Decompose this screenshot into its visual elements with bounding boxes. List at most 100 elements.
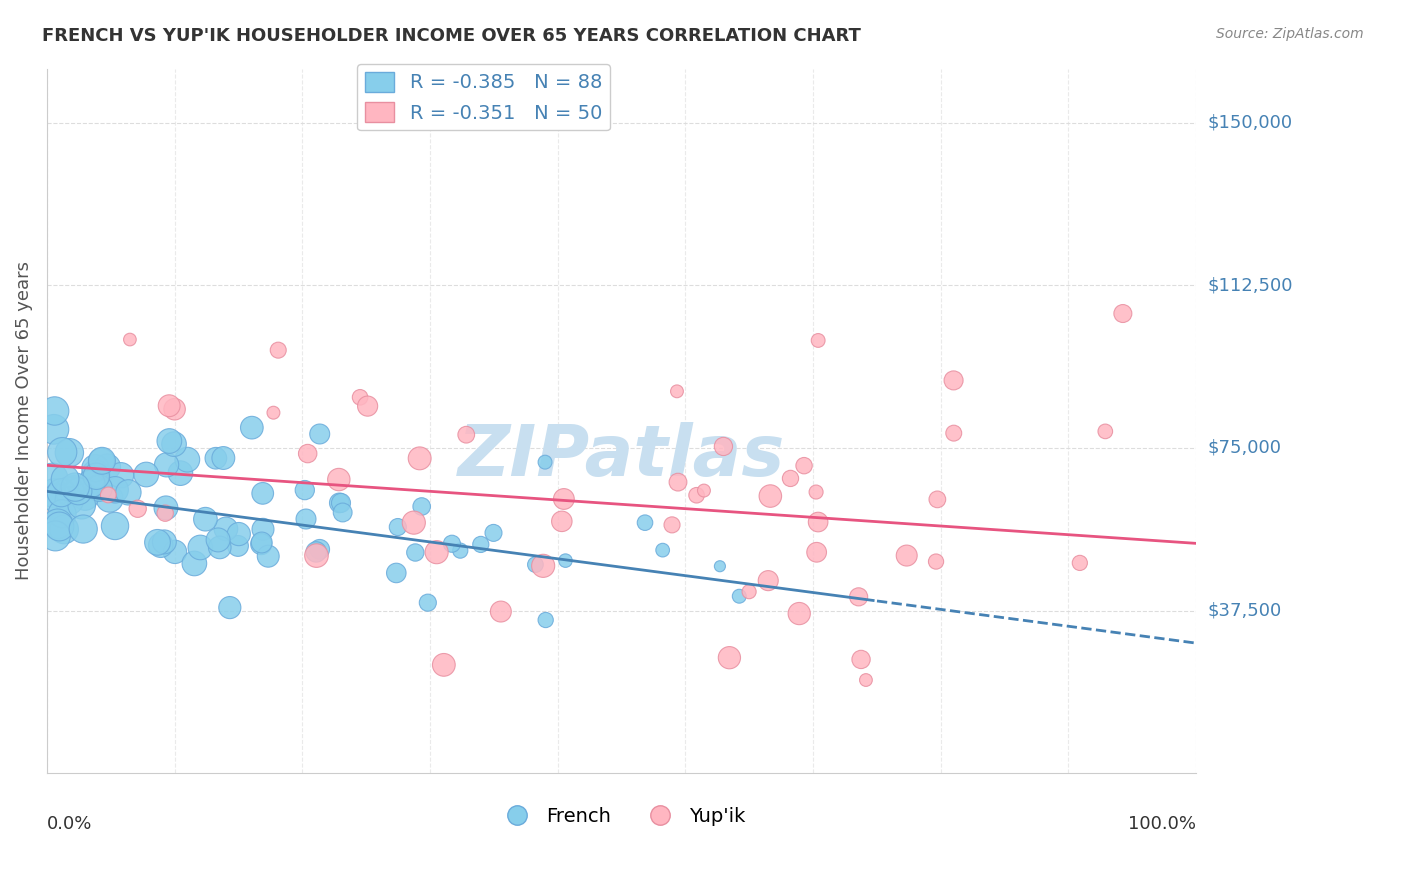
Point <box>183 557 205 571</box>
Point <box>267 343 290 358</box>
Point <box>262 406 284 420</box>
Point <box>155 500 177 515</box>
Point <box>240 420 263 434</box>
Point <box>402 516 425 530</box>
Point <box>84 467 107 481</box>
Point <box>97 488 120 502</box>
Point <box>416 596 439 610</box>
Point <box>46 516 69 531</box>
Point <box>554 554 576 568</box>
Point <box>163 402 186 417</box>
Point <box>53 522 76 536</box>
Point <box>308 542 330 557</box>
Point <box>176 452 198 467</box>
Point <box>157 434 180 448</box>
Point <box>855 673 877 687</box>
Text: $75,000: $75,000 <box>1208 439 1281 457</box>
Point <box>531 558 554 573</box>
Point <box>188 541 211 555</box>
Text: FRENCH VS YUP'IK HOUSEHOLDER INCOME OVER 65 YEARS CORRELATION CHART: FRENCH VS YUP'IK HOUSEHOLDER INCOME OVER… <box>42 27 860 45</box>
Point <box>104 483 127 497</box>
Point <box>72 522 94 536</box>
Point <box>250 537 273 551</box>
Point <box>44 529 66 543</box>
Point <box>807 334 830 348</box>
Point <box>96 459 118 474</box>
Point <box>212 450 235 465</box>
Point <box>44 404 66 418</box>
Point <box>404 545 426 559</box>
Point <box>713 440 735 454</box>
Point <box>942 373 965 387</box>
Point <box>942 426 965 441</box>
Point <box>661 517 683 532</box>
Point <box>693 483 716 498</box>
Point <box>63 483 86 497</box>
Point <box>387 520 409 534</box>
Point <box>51 485 73 500</box>
Point <box>90 454 112 468</box>
Point <box>208 541 231 555</box>
Point <box>666 475 689 490</box>
Point <box>738 584 761 599</box>
Point <box>53 472 76 486</box>
Point <box>807 515 830 529</box>
Point <box>70 498 93 512</box>
Point <box>433 657 456 672</box>
Point <box>779 471 801 485</box>
Point <box>297 446 319 460</box>
Point <box>163 545 186 559</box>
Point <box>157 399 180 413</box>
Point <box>332 506 354 520</box>
Point <box>48 519 70 533</box>
Point <box>218 600 240 615</box>
Point <box>553 491 575 506</box>
Point <box>44 486 66 500</box>
Point <box>118 333 141 347</box>
Point <box>849 652 872 666</box>
Point <box>328 496 350 510</box>
Point <box>84 469 107 483</box>
Point <box>63 480 86 494</box>
Point <box>489 605 512 619</box>
Point <box>215 522 238 536</box>
Point <box>153 506 176 520</box>
Text: $112,500: $112,500 <box>1208 277 1292 294</box>
Point <box>634 516 657 530</box>
Point <box>252 522 274 536</box>
Point <box>534 455 557 469</box>
Point <box>155 458 177 472</box>
Point <box>75 490 97 504</box>
Point <box>482 525 505 540</box>
Point <box>153 534 176 549</box>
Point <box>793 458 815 473</box>
Point <box>925 555 948 569</box>
Point <box>651 543 673 558</box>
Point <box>250 535 273 549</box>
Point <box>67 484 90 499</box>
Point <box>534 613 557 627</box>
Point <box>848 590 870 604</box>
Point <box>98 491 121 506</box>
Point <box>551 514 574 528</box>
Point <box>440 537 463 551</box>
Point <box>80 476 103 491</box>
Point <box>252 486 274 500</box>
Point <box>305 549 328 563</box>
Point <box>42 471 65 485</box>
Point <box>1069 556 1091 570</box>
Point <box>806 545 828 559</box>
Point <box>1112 306 1135 320</box>
Point <box>135 467 157 482</box>
Text: Source: ZipAtlas.com: Source: ZipAtlas.com <box>1216 27 1364 41</box>
Point <box>51 445 73 459</box>
Point <box>308 427 330 442</box>
Point <box>411 500 433 514</box>
Point <box>163 437 186 451</box>
Point <box>58 446 80 460</box>
Point <box>207 533 229 547</box>
Point <box>709 559 731 574</box>
Point <box>59 483 82 498</box>
Point <box>110 468 132 483</box>
Point <box>456 427 478 442</box>
